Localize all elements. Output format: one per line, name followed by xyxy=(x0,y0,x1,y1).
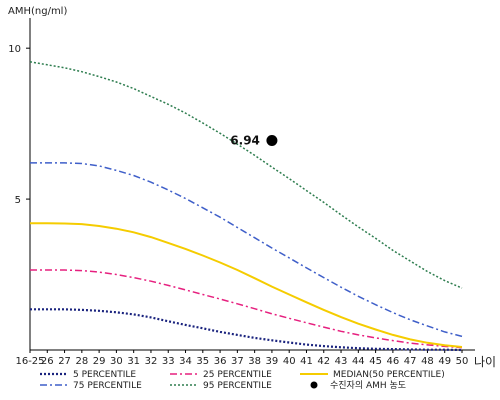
x-tick-label: 42 xyxy=(317,356,330,367)
y-ticks: 5 10 xyxy=(8,44,30,206)
x-tick-label: 38 xyxy=(248,356,261,367)
legend-label: 25 PERCENTILE xyxy=(203,370,272,380)
x-tick-label: 36 xyxy=(214,356,227,367)
patient-amh-point xyxy=(266,135,278,147)
x-tick-label: 27 xyxy=(58,356,71,367)
x-tick-label: 16-25 xyxy=(15,356,44,367)
series-line-75-percentile xyxy=(30,162,463,338)
x-tick-label: 32 xyxy=(145,356,158,367)
x-tick-label: 41 xyxy=(300,356,313,367)
legend-label: 5 PERCENTILE xyxy=(73,370,136,380)
x-tick-label: 43 xyxy=(335,356,348,367)
x-tick-label: 37 xyxy=(231,356,244,367)
patient-marker: 6.94 xyxy=(230,134,278,148)
series-line-25-percentile xyxy=(30,269,463,349)
legend: 5 PERCENTILE 25 PERCENTILE MEDIAN(50 PERCE… xyxy=(40,370,445,391)
series-line-5-percentile xyxy=(30,308,463,352)
patient-amh-value-label: 6.94 xyxy=(230,134,260,148)
series-lines xyxy=(29,61,463,352)
x-tick-label: 45 xyxy=(369,356,382,367)
axes: AMH(ng/ml) 나이 xyxy=(8,6,496,369)
x-tick-label: 40 xyxy=(283,356,296,367)
y-axis-label: AMH(ng/ml) xyxy=(8,6,67,17)
series-line-95-percentile xyxy=(29,61,463,289)
x-tick-label: 30 xyxy=(110,356,123,367)
x-tick-label: 49 xyxy=(438,356,451,367)
y-tick-label: 10 xyxy=(8,44,21,55)
x-tick-label: 47 xyxy=(404,356,417,367)
x-tick-label: 26 xyxy=(41,356,54,367)
x-tick-label: 44 xyxy=(352,356,365,367)
x-tick-label: 28 xyxy=(75,356,88,367)
y-tick-label: 5 xyxy=(15,195,21,206)
x-tick-label: 50 xyxy=(456,356,469,367)
x-tick-label: 39 xyxy=(266,356,279,367)
x-tick-label: 31 xyxy=(127,356,140,367)
legend-label: 95 PERCENTILE xyxy=(203,381,272,391)
legend-label: MEDIAN(50 PERCENTILE) xyxy=(333,370,445,380)
legend-label: 75 PERCENTILE xyxy=(73,381,142,391)
x-tick-label: 48 xyxy=(421,356,434,367)
x-axis-label: 나이 xyxy=(474,355,496,369)
x-tick-label: 34 xyxy=(179,356,192,367)
x-tick-label: 29 xyxy=(93,356,106,367)
legend-label: 수진자의 AMH 농도 xyxy=(330,380,406,391)
x-tick-label: 35 xyxy=(196,356,209,367)
legend-point-swatch xyxy=(310,381,318,389)
x-tick-label: 33 xyxy=(162,356,175,367)
series-line-median-50-percentile xyxy=(30,222,463,348)
x-tick-label: 46 xyxy=(387,356,400,367)
